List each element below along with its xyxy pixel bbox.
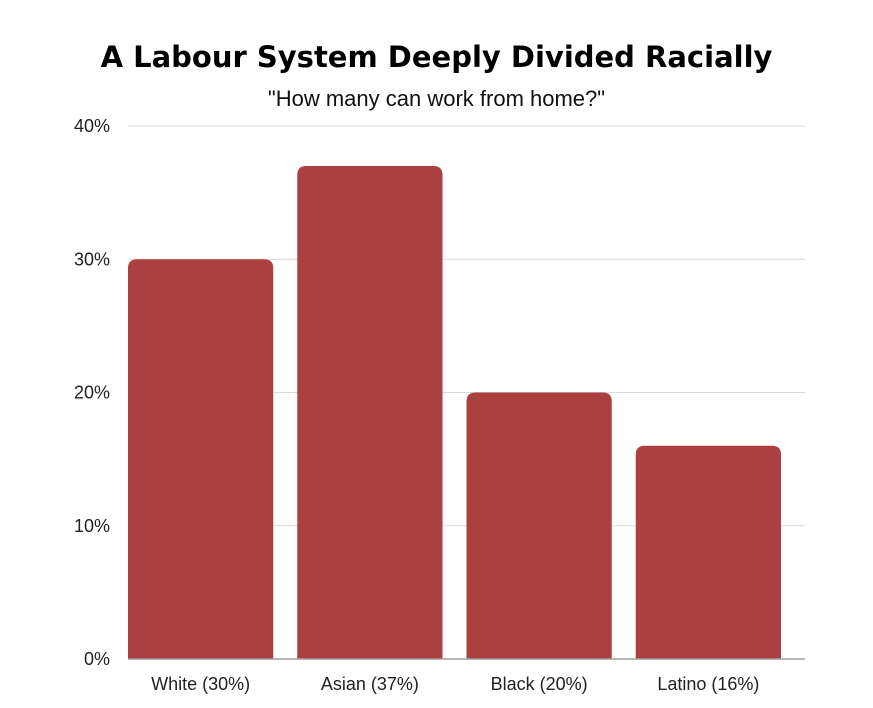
x-tick-label: Black (20%) <box>491 674 588 694</box>
y-tick-label: 30% <box>74 249 110 269</box>
x-tick-label: Asian (37%) <box>321 674 419 694</box>
bar <box>297 165 443 659</box>
y-axis-tick-labels: 0% 10% 20% 30% 40% <box>74 116 110 669</box>
y-tick-label: 40% <box>74 116 110 136</box>
y-tick-label: 0% <box>84 649 110 669</box>
chart-title: A Labour System Deeply Divided Racially <box>100 40 773 74</box>
y-tick-label: 20% <box>74 383 110 403</box>
bar <box>466 392 612 659</box>
x-tick-label: White (30%) <box>151 674 250 694</box>
chart-subtitle: "How many can work from home?" <box>267 86 606 111</box>
y-tick-label: 10% <box>74 516 110 536</box>
x-axis-category-labels: White (30%) Asian (37%) Black (20%) Latino … <box>151 674 759 694</box>
x-tick-label: Latino (16%) <box>657 674 759 694</box>
bar <box>635 445 781 659</box>
bars <box>128 165 781 659</box>
bar <box>128 259 274 659</box>
